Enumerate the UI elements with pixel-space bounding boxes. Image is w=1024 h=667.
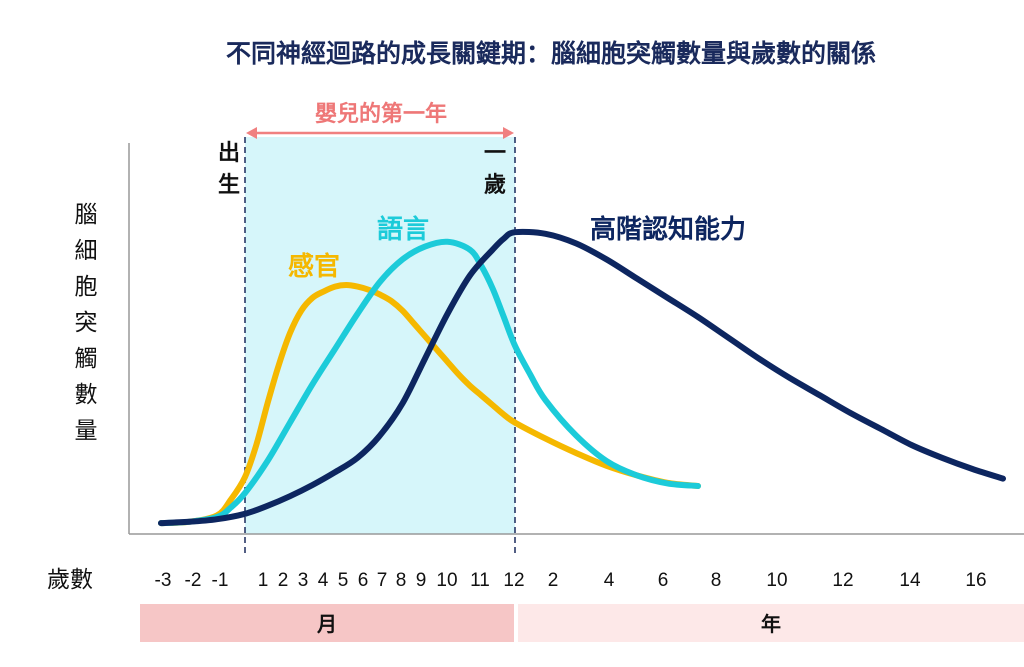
x-tick-label: 4 bbox=[604, 570, 615, 591]
x-tick-label: 9 bbox=[416, 570, 427, 591]
x-tick-label: 5 bbox=[338, 570, 349, 591]
x-tick-label: 6 bbox=[658, 570, 669, 591]
x-tick-label: 6 bbox=[358, 570, 369, 591]
span-arrow-head-right bbox=[503, 127, 514, 139]
chart-title: 不同神經迴路的成長關鍵期：腦細胞突觸數量與歲數的關係 bbox=[226, 39, 876, 68]
x-tick-label: 7 bbox=[377, 570, 388, 591]
x-tick-label: 1 bbox=[258, 570, 269, 591]
months-band-label: 月 bbox=[316, 612, 337, 636]
x-tick-label: 8 bbox=[711, 570, 722, 591]
series-layer bbox=[158, 228, 1006, 527]
first-year-shaded-region bbox=[245, 137, 515, 534]
x-tick-layer: -3 -2 -1 1 2 3 4 5 6 7 8 9 10 11 12 2 4 6 8 10 12 14 16 bbox=[155, 570, 987, 591]
x-tick-label: 16 bbox=[965, 570, 986, 591]
series-label-higher-cognition: 高階認知能力 bbox=[590, 214, 746, 245]
series-label-sensory: 感官 bbox=[288, 251, 340, 282]
x-tick-label: 4 bbox=[318, 570, 329, 591]
x-tick-label: -1 bbox=[212, 570, 229, 591]
x-tick-label: 2 bbox=[278, 570, 289, 591]
series-line-sensory bbox=[158, 282, 701, 527]
x-tick-label: 2 bbox=[548, 570, 559, 591]
series-label-language: 語言 bbox=[377, 214, 429, 245]
one-year-marker-label: 一歲 bbox=[484, 141, 506, 198]
series-line-higher-cognition bbox=[158, 228, 1006, 527]
series-line-language bbox=[158, 238, 701, 527]
span-arrow-head-left bbox=[246, 127, 257, 139]
years-band-label: 年 bbox=[761, 612, 781, 636]
x-tick-label: 14 bbox=[899, 570, 921, 591]
x-tick-label: 3 bbox=[298, 570, 309, 591]
birth-marker-label: 出生 bbox=[218, 141, 240, 198]
years-band bbox=[518, 604, 1024, 642]
first-year-span-label: 嬰兒的第一年 bbox=[315, 101, 447, 127]
x-tick-label: 12 bbox=[832, 570, 853, 591]
y-axis-label: 腦細胞突觸數量 bbox=[75, 202, 98, 444]
x-tick-label: 10 bbox=[766, 570, 787, 591]
months-band bbox=[140, 604, 514, 642]
x-tick-label: 11 bbox=[470, 570, 490, 591]
x-axis-label: 歲數 bbox=[47, 567, 93, 593]
x-tick-label: 8 bbox=[396, 570, 407, 591]
x-tick-label: -3 bbox=[155, 570, 172, 591]
x-tick-label: 12 bbox=[503, 570, 524, 591]
x-tick-label: -2 bbox=[185, 570, 202, 591]
x-tick-label: 10 bbox=[436, 570, 457, 591]
